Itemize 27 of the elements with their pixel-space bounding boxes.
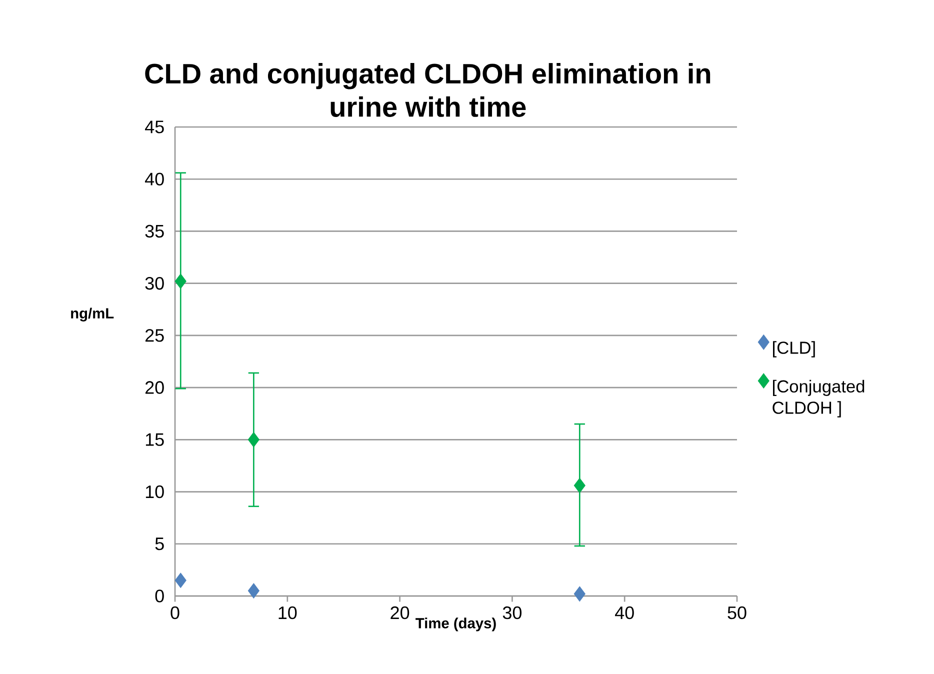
point — [248, 432, 260, 448]
point — [248, 583, 260, 598]
point — [174, 572, 186, 588]
x-axis-title: Time (days) — [416, 618, 496, 632]
y-tick-label: 20 — [145, 381, 164, 394]
y-tick-label: 5 — [155, 538, 164, 550]
point — [574, 586, 586, 602]
legend-label: [Conjugated CLDOH ] — [772, 380, 864, 418]
y-axis-title: ng/mL — [71, 308, 114, 322]
chart-title: CLD and conjugated CLDOH elimination in urine with time — [145, 63, 710, 117]
x-tick-label: 20 — [390, 606, 410, 620]
y-tick-label: 10 — [146, 485, 164, 498]
x-tick-label: 40 — [615, 606, 634, 620]
x-tick-label: 30 — [502, 606, 522, 620]
y-tick-label: 25 — [145, 329, 164, 342]
y-tick-label: 0 — [155, 590, 164, 602]
legend-label: [CLD] — [773, 341, 815, 358]
y-tick-label: 15 — [146, 433, 164, 446]
y-tick-label: 40 — [144, 172, 164, 186]
point — [174, 274, 186, 289]
x-tick-label: 50 — [728, 606, 746, 620]
x-tick-label: 0 — [170, 606, 180, 620]
x-tick-label: 10 — [278, 606, 297, 620]
y-tick-label: 30 — [145, 276, 164, 290]
y-tick-label: 45 — [144, 120, 164, 134]
point — [574, 478, 586, 494]
y-tick-label: 35 — [145, 224, 164, 238]
